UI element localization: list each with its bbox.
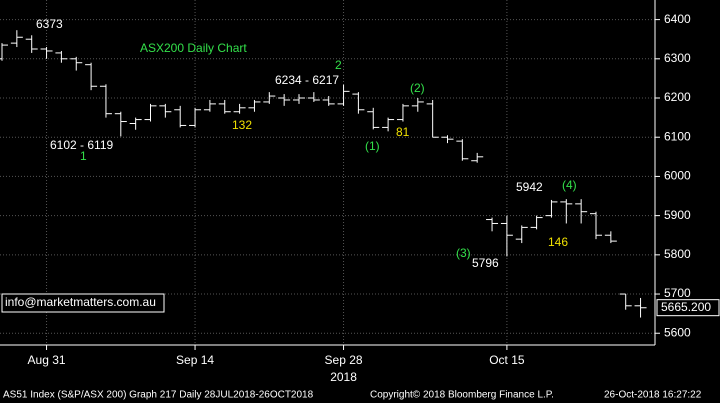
- annotation: 6373: [36, 17, 63, 31]
- annotation: 5942: [516, 180, 543, 194]
- plot: [0, 0, 655, 345]
- annotation: 5796: [472, 256, 499, 270]
- y-tick-label: 6300: [664, 51, 691, 65]
- y-tick-label: 5700: [664, 286, 691, 300]
- annotation: 6102 - 6119: [50, 138, 113, 152]
- last-price-label: 5665.200: [661, 300, 711, 314]
- footer-text: AS51 Index (S&P/ASX 200) Graph 217 Daily…: [3, 390, 314, 401]
- footer: AS51 Index (S&P/ASX 200) Graph 217 Daily…: [0, 386, 720, 403]
- contact: info@marketmatters.com.au: [5, 295, 156, 309]
- footer-text: Copyright© 2018 Bloomberg Finance L.P.: [370, 390, 554, 401]
- annotation: (1): [365, 139, 380, 153]
- y-tick-label: 6100: [664, 129, 691, 143]
- x-tick-label: Aug 31: [28, 353, 66, 367]
- y-tick-label: 6200: [664, 90, 691, 104]
- x-tick-label: Sep 28: [325, 353, 363, 367]
- annotation: (2): [410, 81, 425, 95]
- y-tick-label: 6400: [664, 12, 691, 26]
- annotation: 6234 - 6217: [275, 73, 339, 87]
- last-price-box: [656, 299, 720, 317]
- y-tick-label: 6000: [664, 169, 691, 183]
- x-sublabel: 2018: [330, 370, 357, 384]
- chart-title: ASX200 Daily Chart: [140, 41, 247, 55]
- y-tick-label: 5600: [664, 325, 691, 339]
- annotation: (4): [562, 178, 577, 192]
- x-tick-label: Sep 14: [176, 353, 214, 367]
- annotation: 2: [335, 58, 342, 72]
- annotation: (3): [456, 246, 471, 260]
- annotation: 146: [548, 235, 568, 249]
- annotation: 132: [232, 118, 252, 132]
- contact-box: [1, 293, 165, 313]
- y-tick-label: 5900: [664, 208, 691, 222]
- footer-text: 26-Oct-2018 16:27:22: [604, 390, 702, 401]
- footer-bg: [0, 386, 720, 403]
- y-tick-label: 5800: [664, 247, 691, 261]
- annotation: 81: [396, 125, 410, 139]
- x-tick-label: Oct 15: [489, 353, 525, 367]
- annotation: 1: [80, 149, 87, 163]
